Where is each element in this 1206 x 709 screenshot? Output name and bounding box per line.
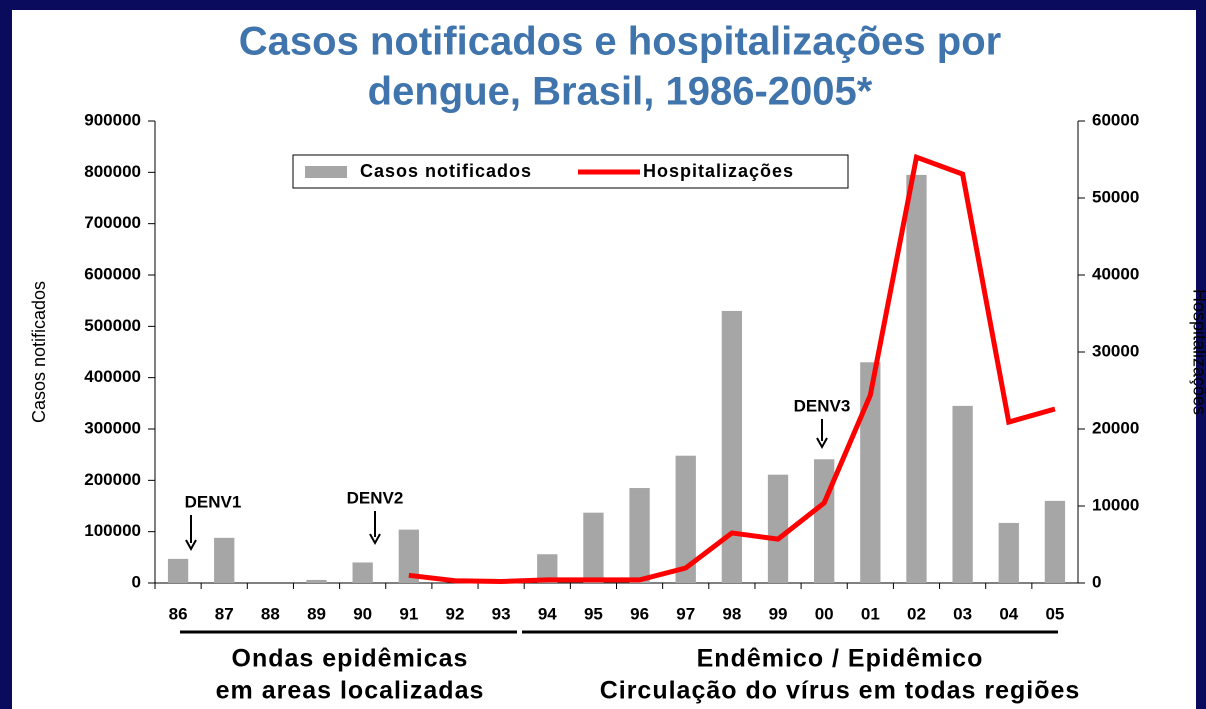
x-tick-label: 03 — [953, 604, 972, 623]
bar — [214, 537, 235, 583]
bar — [583, 512, 604, 583]
x-tick-label: 02 — [907, 604, 926, 623]
y2-tick-label: 20000 — [1092, 418, 1139, 437]
line — [408, 153, 1056, 584]
chart-title: dengue, Brasil, 1986-2005* — [368, 70, 873, 114]
y2-tick-label: 50000 — [1092, 187, 1139, 206]
x-tick-label: 05 — [1045, 604, 1064, 623]
annotation-arrowhead — [369, 533, 381, 546]
y2-axis-label: Hospitalizações — [1189, 289, 1206, 415]
bar — [767, 474, 789, 583]
x-tick-label: 92 — [446, 604, 465, 623]
bar — [998, 522, 1019, 583]
chart-title: Casos notificados e hospitalizações por — [239, 20, 1001, 64]
y2-tick-label: 30000 — [1092, 341, 1139, 360]
x-tick-label: 87 — [215, 604, 234, 623]
x-tick-label: 90 — [353, 604, 372, 623]
bar — [306, 579, 327, 583]
x-tick-label: 93 — [492, 604, 511, 623]
y-tick-label: 300000 — [84, 418, 141, 437]
bar — [537, 554, 558, 583]
legend-swatch — [305, 166, 347, 178]
period-label: Ondas epidêmicas — [232, 645, 469, 673]
y2-tick-label: 10000 — [1092, 495, 1139, 514]
y-tick-label: 0 — [132, 572, 141, 591]
bar — [906, 174, 927, 583]
x-tick-label: 88 — [261, 604, 280, 623]
bar — [1044, 500, 1066, 583]
bar — [352, 562, 373, 583]
bar — [860, 362, 881, 583]
y-tick-label: 600000 — [84, 264, 141, 283]
period-label: em areas localizadas — [216, 677, 485, 705]
y-tick-label: 100000 — [84, 521, 141, 540]
bar — [167, 558, 189, 583]
period-label: Endêmico / Epidêmico — [697, 645, 984, 673]
x-tick-label: 99 — [769, 604, 788, 623]
annotation: DENV2 — [347, 488, 404, 507]
y-axis-label: Casos notificados — [29, 281, 49, 423]
x-tick-label: 89 — [307, 604, 326, 623]
legend-label: Hospitalizações — [643, 161, 794, 181]
x-tick-label: 96 — [630, 604, 649, 623]
x-tick-label: 04 — [999, 604, 1018, 623]
period-label: Circulação do vírus em todas regiões — [600, 677, 1081, 705]
x-tick-label: 98 — [722, 604, 741, 623]
y-tick-label: 700000 — [84, 213, 141, 232]
bar — [952, 405, 973, 583]
bar — [721, 310, 743, 583]
y2-tick-label: 40000 — [1092, 264, 1139, 283]
y-tick-label: 800000 — [84, 162, 141, 181]
annotation: DENV1 — [185, 492, 242, 511]
y2-tick-label: 60000 — [1092, 110, 1139, 129]
x-tick-label: 01 — [861, 604, 880, 623]
bar — [398, 529, 419, 583]
bar — [675, 455, 696, 583]
y-tick-label: 400000 — [84, 367, 141, 386]
legend-box — [292, 154, 849, 189]
x-tick-label: 97 — [676, 604, 695, 623]
y-tick-label: 500000 — [84, 316, 141, 335]
bar — [814, 459, 835, 583]
x-tick-label: 94 — [538, 604, 557, 623]
legend-label: Casos notificados — [360, 161, 532, 181]
y-tick-label: 900000 — [84, 110, 141, 129]
annotation-arrowhead — [185, 539, 197, 552]
bar — [629, 488, 650, 583]
x-tick-label: 00 — [815, 604, 834, 623]
x-tick-label: 86 — [169, 604, 188, 623]
panel — [12, 10, 1196, 709]
y-tick-label: 200000 — [84, 470, 141, 489]
annotation-arrowhead — [816, 437, 828, 450]
x-tick-label: 95 — [584, 604, 603, 623]
x-tick-label: 91 — [399, 604, 418, 623]
annotation: DENV3 — [794, 396, 851, 415]
y2-tick-label: 0 — [1092, 572, 1101, 591]
